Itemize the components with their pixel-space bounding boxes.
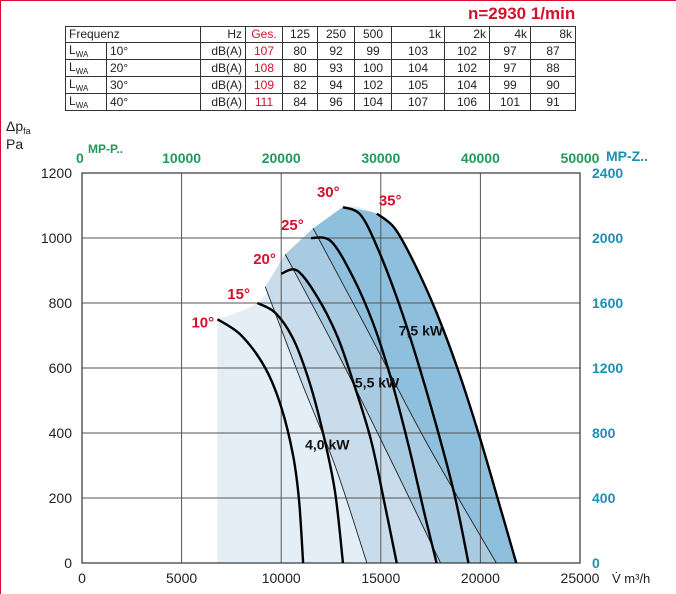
y-tick-label: 800 [49,295,73,311]
row-band-value: 90 [530,76,576,94]
noise-table: Frequenz Hz Ges. 125 250 500 1k 2k 4k 8k… [65,26,576,111]
right-tick-label: 0 [592,555,600,571]
y-tick-label: 1000 [41,230,72,246]
row-label-text: L [69,94,76,108]
x-tick-label: 5000 [166,570,197,586]
right-tick-label: 1600 [592,295,623,311]
y-tick-label: 200 [49,490,73,506]
noise-table-row: LWA 10° dB(A) 107 80 92 99 103 102 97 87 [65,42,576,60]
top-tick-label: 50000 [561,150,600,166]
angle-label: 20° [253,251,276,268]
fan-curve-20deg [280,268,398,564]
right-tick-label: 1200 [592,360,623,376]
right-tick-label: 400 [592,490,616,506]
row-label-sub: WA [75,84,89,93]
header-2k: 2k [444,26,490,43]
y-axis-label-sub: fa [23,126,31,136]
motor-label: 7,5 kW [399,323,444,339]
fan-curve-35deg [376,212,518,564]
angle-label: 35° [379,193,402,210]
y-axis-unit: Pa [6,136,23,152]
rpm-label: n=2930 1/min [468,4,576,23]
motor-label: 5,5 kW [355,375,400,391]
top-tick-label: 0 [76,150,84,166]
x-tick-label: 25000 [561,570,600,586]
row-unit: dB(A) [200,76,246,94]
row-label-sub: WA [75,101,89,110]
header-125: 125 [282,26,318,43]
y-tick-label: 1200 [41,165,72,181]
y-axis-label: Δpfa [6,118,31,136]
fan-curve-15deg [256,301,345,564]
angle-label: 30° [317,184,340,201]
row-band-value: 101 [489,93,531,111]
row-label-text: L [69,60,76,74]
right-tick-label: 2400 [592,165,623,181]
angle-label: 25° [281,217,304,234]
row-band-value: 80 [282,59,318,77]
right-tick-label: 2000 [592,230,623,246]
x-tick-label: 20000 [461,570,500,586]
fan-curve-30deg [342,205,470,564]
y-tick-label: 600 [49,360,73,376]
top-tick-label: 30000 [361,150,400,166]
fan-curve-25deg [310,236,438,564]
top-axis-label: MP-P.. [88,142,123,156]
x-tick-label: 15000 [361,570,400,586]
noise-table-row: LWA 20° dB(A) 108 80 93 100 104 102 97 88 [65,59,576,77]
row-unit: dB(A) [200,42,246,60]
header-4k: 4k [489,26,531,43]
motor-curve [264,286,368,564]
row-band-value: 80 [282,42,318,60]
row-angle: 40° [106,93,201,111]
x-axis-label: V̇ m³/h [612,571,650,586]
angle-label: 10° [191,314,214,331]
right-axis-label: MP-Z.. [606,148,648,164]
noise-table-row: LWA 40° dB(A) 111 84 96 104 107 106 101 91 [65,93,576,111]
angle-label: 15° [227,286,250,303]
row-band-value: 104 [354,93,392,111]
row-total: 107 [245,42,283,60]
row-label-text: L [69,43,76,57]
row-band-value: 96 [317,93,355,111]
motor-curve [312,228,497,564]
row-band-value: 106 [444,93,490,111]
x-tick-label: 10000 [262,570,301,586]
top-tick-label: 20000 [262,150,301,166]
row-unit: dB(A) [200,93,246,111]
region-7-5kw [285,228,497,563]
y-tick-label: 0 [64,555,72,571]
y-tick-label: 400 [49,425,73,441]
region-max [313,207,517,563]
motor-curve [284,254,441,564]
y-axis-label-main: Δp [6,118,23,134]
row-band-value: 107 [391,93,445,111]
top-tick-label: 40000 [461,150,500,166]
row-label: LWA [65,93,107,111]
row-label-text: L [69,77,76,91]
right-tick-label: 800 [592,425,616,441]
row-band-value: 91 [530,93,576,111]
fan-curve-10deg [216,318,305,564]
plot-border [81,172,581,564]
row-total: 108 [245,59,283,77]
motor-label: 4,0 kW [305,436,350,452]
x-tick-label: 0 [78,570,86,586]
top-tick-label: 10000 [162,150,201,166]
row-label-sub: WA [75,67,89,76]
row-band-value: 84 [282,93,318,111]
region-5-5kw [265,254,441,563]
row-band-value: 103 [391,42,445,60]
row-label-sub: WA [75,50,89,59]
